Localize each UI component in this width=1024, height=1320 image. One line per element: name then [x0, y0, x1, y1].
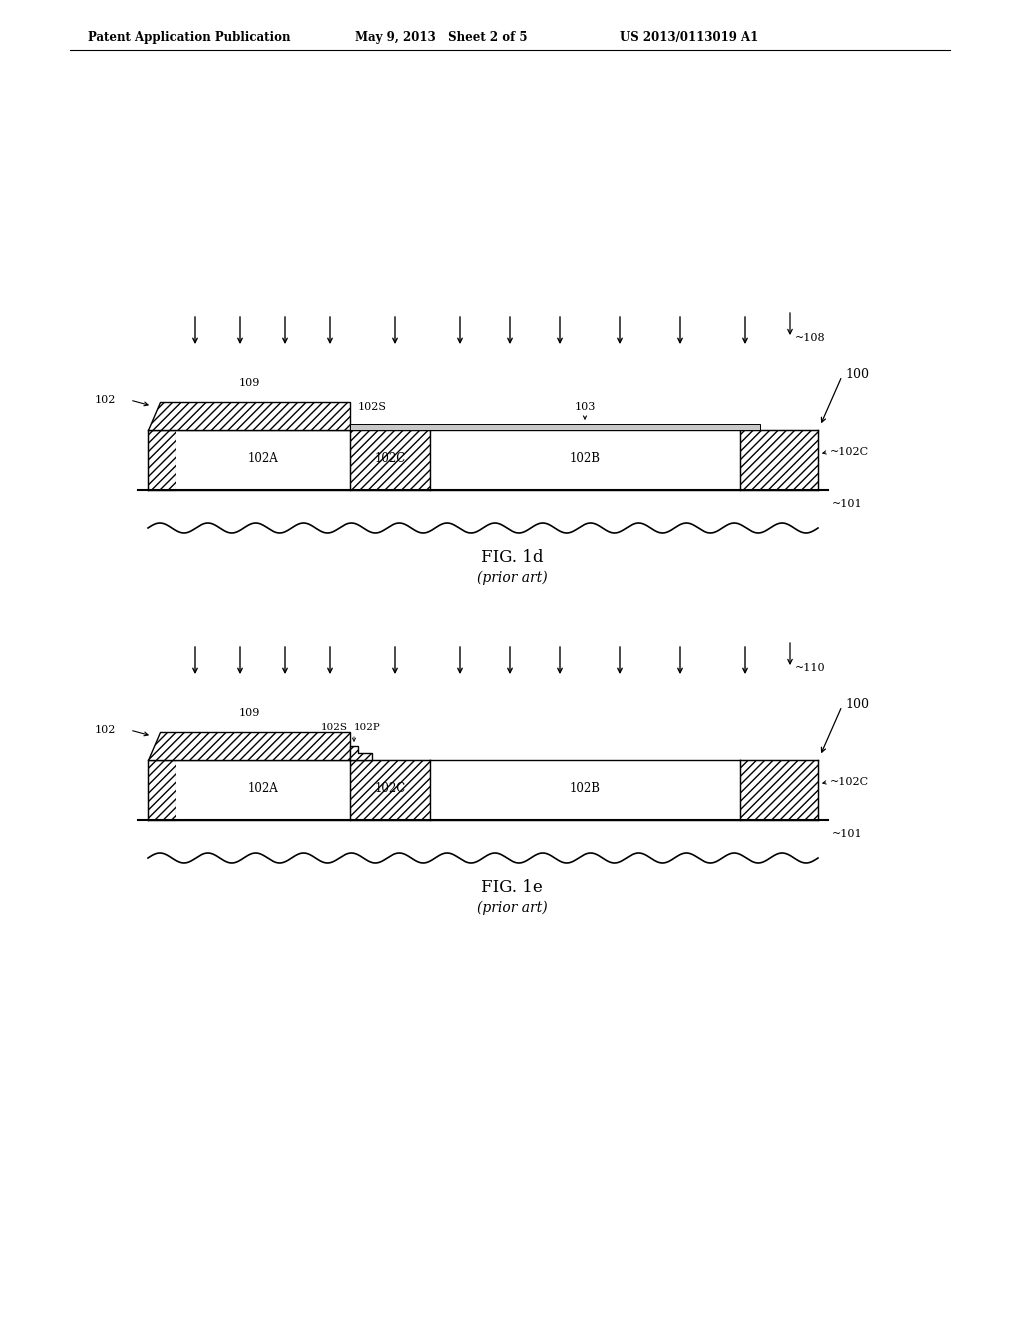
Bar: [740, 760, 818, 820]
Text: FIG. 1d: FIG. 1d: [480, 549, 544, 566]
Text: ~102C: ~102C: [830, 447, 869, 457]
Bar: [148, 760, 176, 820]
Text: 100: 100: [845, 697, 869, 710]
Text: 100: 100: [845, 367, 869, 380]
Polygon shape: [148, 403, 350, 430]
Text: May 9, 2013   Sheet 2 of 5: May 9, 2013 Sheet 2 of 5: [355, 32, 527, 45]
Polygon shape: [148, 733, 350, 760]
Text: ~102C: ~102C: [830, 777, 869, 787]
Text: ~110: ~110: [795, 663, 825, 673]
Text: 102S: 102S: [321, 723, 348, 733]
Text: 102B: 102B: [569, 451, 600, 465]
Bar: [350, 430, 430, 490]
Text: US 2013/0113019 A1: US 2013/0113019 A1: [620, 32, 758, 45]
Text: 102P: 102P: [354, 723, 381, 733]
Text: 102S: 102S: [358, 403, 387, 412]
Text: (prior art): (prior art): [477, 900, 547, 915]
Text: 102C: 102C: [375, 781, 406, 795]
Text: ~101: ~101: [831, 499, 862, 510]
Bar: [350, 760, 430, 820]
Text: (prior art): (prior art): [477, 570, 547, 585]
Text: 102C: 102C: [375, 451, 406, 465]
Bar: [148, 430, 176, 490]
Text: 102: 102: [94, 395, 116, 405]
Bar: [176, 430, 350, 490]
Bar: [740, 430, 818, 490]
Polygon shape: [350, 746, 372, 760]
Text: ~108: ~108: [795, 333, 825, 343]
Text: 102B: 102B: [569, 781, 600, 795]
Text: ~101: ~101: [831, 829, 862, 840]
Text: 103: 103: [574, 403, 596, 412]
Text: 109: 109: [239, 378, 260, 388]
Bar: [350, 424, 760, 430]
Text: 102: 102: [94, 725, 116, 735]
Text: Patent Application Publication: Patent Application Publication: [88, 32, 291, 45]
Text: 109: 109: [239, 708, 260, 718]
Text: FIG. 1e: FIG. 1e: [481, 879, 543, 896]
Bar: [176, 760, 350, 820]
Text: 102A: 102A: [248, 781, 279, 795]
Bar: [430, 760, 740, 820]
Text: 102A: 102A: [248, 451, 279, 465]
Bar: [430, 430, 740, 490]
